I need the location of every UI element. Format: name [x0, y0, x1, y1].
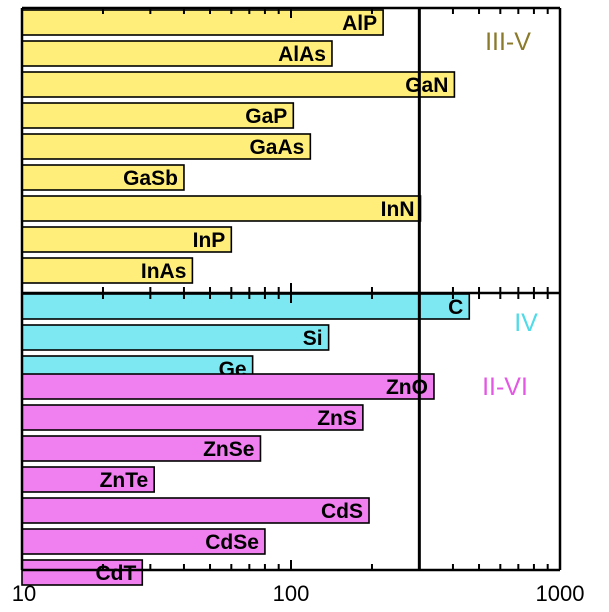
bar-gap — [21, 102, 295, 129]
bar-label-gap: GaP — [245, 105, 287, 128]
bar-zno — [21, 373, 435, 400]
bar-alp — [21, 9, 384, 36]
bar-label-gaas: GaAs — [249, 136, 304, 159]
bar-gan — [21, 71, 456, 98]
bar-label-zno: ZnO — [386, 376, 428, 399]
x-tick-label-1000: 1000 — [536, 581, 585, 606]
bar-label-znte: ZnTe — [100, 469, 149, 492]
bar-label-c: C — [448, 296, 463, 319]
bar-cdse — [21, 528, 266, 555]
bar-label-cds: CdS — [321, 500, 363, 523]
group-label-iii-v: III-V — [485, 28, 531, 56]
bar-label-si: Si — [303, 327, 323, 350]
bar-label-cdse: CdSe — [205, 531, 259, 554]
bar-label-alp: AlP — [342, 12, 377, 35]
group-label-ii-vi: II-VI — [482, 373, 528, 401]
x-tick-label-100: 100 — [273, 581, 310, 606]
bar-label-znse: ZnSe — [203, 438, 254, 461]
bar-label-inas: InAs — [141, 260, 187, 283]
bar-c — [21, 293, 471, 320]
bar-znse — [21, 435, 262, 462]
bar-inp — [21, 226, 233, 253]
bar-cds — [21, 497, 370, 524]
bar-label-inp: InP — [193, 229, 226, 252]
bar-gasb — [21, 164, 185, 191]
bar-label-gan: GaN — [405, 74, 448, 97]
bar-gaas — [21, 133, 312, 160]
bar-label-alas: AlAs — [278, 43, 326, 66]
bar-label-cdt: CdT — [95, 562, 136, 585]
bar-znte — [21, 466, 155, 493]
x-tick-label-10: 10 — [12, 581, 36, 606]
bar-label-inn: InN — [381, 198, 415, 221]
bar-inn — [21, 195, 422, 222]
bar-label-zns: ZnS — [317, 407, 357, 430]
bar-zns — [21, 404, 364, 431]
bar-si — [21, 324, 330, 351]
bar-label-gasb: GaSb — [123, 167, 178, 190]
bar-cdt — [21, 559, 144, 586]
group-label-iv: IV — [514, 309, 538, 337]
